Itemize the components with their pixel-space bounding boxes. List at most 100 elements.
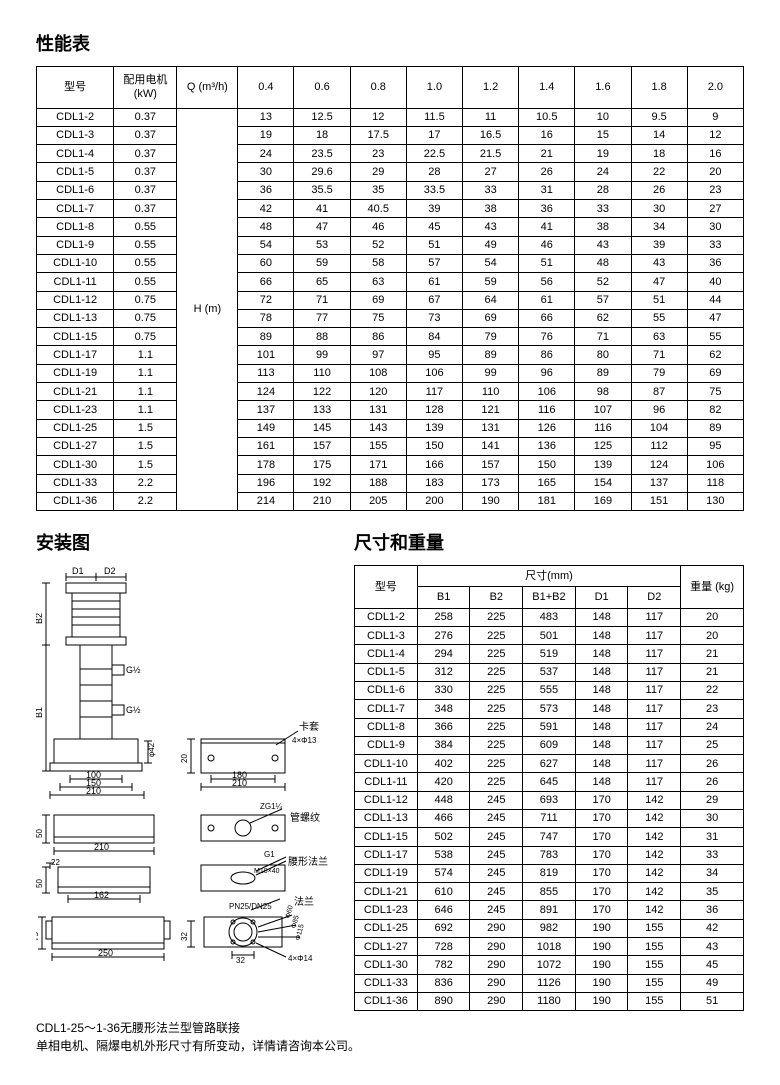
cell-value: 26 [519,163,575,181]
label-g12a: G½ [126,665,141,675]
cell-value: 154 [575,474,631,492]
cell-model: CDL1-25 [355,919,418,937]
cell-value: 98 [575,383,631,401]
dim-32b: 32 [236,956,245,965]
cell-model: CDL1-7 [355,700,418,718]
cell-kw: 2.2 [114,492,177,510]
cell-model: CDL1-27 [37,437,114,455]
cell-value: 79 [631,364,687,382]
cell-value: 48 [575,254,631,272]
cell-model: CDL1-11 [37,273,114,291]
col-flow: 1.0 [406,67,462,109]
cell-value: 120 [350,383,406,401]
cell-value: 117 [628,736,681,754]
cell-value: 245 [470,864,523,882]
cell-model: CDL1-13 [37,309,114,327]
cell-kw: 0.75 [114,291,177,309]
table-row: CDL1-429422551914811721 [355,645,744,663]
footnote-line2: 单相电机、隔爆电机外形尺寸有所变动，详情请咨询本公司。 [36,1037,744,1055]
cell-value: 148 [575,645,628,663]
cell-value: 149 [238,419,294,437]
table-row: CDL1-27728290101819015543 [355,938,744,956]
cell-value: 125 [575,437,631,455]
install-heading: 安装图 [36,529,336,555]
cell-value: 27 [463,163,519,181]
col-d1: D1 [575,587,628,608]
cell-kw: 0.55 [114,273,177,291]
cell-model: CDL1-30 [37,456,114,474]
cell-model: CDL1-4 [37,145,114,163]
cell-model: CDL1-10 [355,755,418,773]
cell-value: 59 [463,273,519,291]
cell-value: 84 [406,328,462,346]
cell-value: 214 [238,492,294,510]
table-row: CDL1-2569229098219015542 [355,919,744,937]
table-row: CDL1-90.55545352514946433933 [37,236,744,254]
cell-value: 60 [238,254,294,272]
table-row: CDL1-80.55484746454341383430 [37,218,744,236]
table-row: CDL1-130.75787775736966625547 [37,309,744,327]
cell-value: 47 [687,309,743,327]
table-row: CDL1-70.37424140.5393836333027 [37,200,744,218]
col-flow: 1.2 [463,67,519,109]
cell-value: 645 [523,773,576,791]
cell-value: 71 [575,328,631,346]
cell-value: 117 [628,718,681,736]
table-row: CDL1-271.516115715515014113612511295 [37,437,744,455]
cell-value: 44 [687,291,743,309]
cell-value: 137 [631,474,687,492]
cell-value: 22 [631,163,687,181]
cell-value: 142 [628,864,681,882]
cell-value: 196 [238,474,294,492]
table-row: CDL1-633022555514811722 [355,681,744,699]
cell-model: CDL1-2 [37,108,114,126]
cell-value: 170 [575,901,628,919]
cell-kw: 0.55 [114,236,177,254]
cell-value: 13 [238,108,294,126]
dim-210a: 210 [86,786,101,796]
perf-table-body: CDL1-20.37H (m)1312.51211.51110.5109.59C… [37,108,744,511]
cell-value: 39 [631,236,687,254]
cell-value: 148 [575,700,628,718]
cell-kw: 0.37 [114,145,177,163]
cell-value: 245 [470,846,523,864]
table-row: CDL1-120.75727169676461575144 [37,291,744,309]
cell-kw: 0.37 [114,163,177,181]
table-row: CDL1-30.37191817.51716.516151412 [37,126,744,144]
cell-value: 24 [575,163,631,181]
cell-kw: 1.1 [114,383,177,401]
cell-value: 290 [470,956,523,974]
cell-model: CDL1-3 [355,627,418,645]
dim-50a: 50 [36,829,44,838]
cell-value: 646 [417,901,470,919]
table-row: CDL1-100.55605958575451484336 [37,254,744,272]
cell-value: 43 [631,254,687,272]
cell-value: 155 [628,992,681,1010]
cell-value: 501 [523,627,576,645]
cell-value: 31 [519,181,575,199]
label-zg: ZG1¼ [260,802,283,811]
cell-value: 33 [687,236,743,254]
cell-value: 205 [350,492,406,510]
cell-value: 30 [687,218,743,236]
cell-value: 112 [631,437,687,455]
table-row: CDL1-938422560914811725 [355,736,744,754]
cell-value: 711 [523,809,576,827]
dim-250: 250 [98,948,113,958]
col-size: 尺寸(mm) [417,566,680,587]
cell-value: 165 [519,474,575,492]
cell-value: 148 [575,663,628,681]
cell-value: 97 [350,346,406,364]
cell-value: 538 [417,846,470,864]
cell-value: 106 [687,456,743,474]
cell-value: 117 [628,755,681,773]
cell-weight: 35 [681,883,744,901]
cell-model: CDL1-23 [37,401,114,419]
cell-value: 173 [463,474,519,492]
cell-value: 47 [294,218,350,236]
cell-value: 161 [238,437,294,455]
cell-value: 225 [470,755,523,773]
cell-value: 72 [238,291,294,309]
cell-value: 747 [523,828,576,846]
cell-value: 38 [575,218,631,236]
